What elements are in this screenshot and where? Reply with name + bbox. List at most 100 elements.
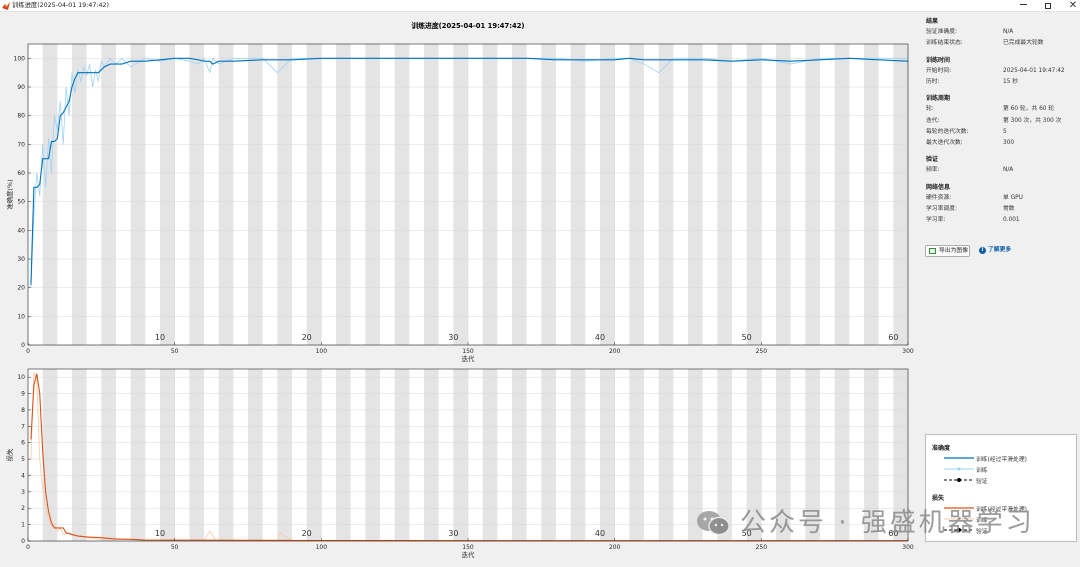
legend-accuracy-smoothed-sample xyxy=(944,457,974,459)
y-tick-label: 30 xyxy=(17,256,25,263)
y-tick-label: 3 xyxy=(21,489,25,496)
epoch-band xyxy=(424,44,439,345)
window-title: 训练进度(2025-04-01 19:47:42) xyxy=(12,2,109,9)
info-value: 5 xyxy=(1003,128,1007,135)
epoch-band xyxy=(512,44,527,345)
info-value: 300 xyxy=(1003,139,1015,146)
info-value: 单 GPU xyxy=(1003,194,1023,201)
info-key: 硬件资源: xyxy=(926,194,952,201)
epoch-band xyxy=(893,44,908,345)
window-titlebar: 训练进度(2025-04-01 19:47:42) ✕ xyxy=(0,0,1080,12)
epoch-band xyxy=(834,369,850,541)
info-value: N/A xyxy=(1003,167,1014,174)
x-tick-label: 300 xyxy=(902,544,914,551)
info-row: 每轮的迭代次数: 5 xyxy=(926,127,1076,138)
legend-loss-smoothed-sample xyxy=(944,507,974,509)
series-line-raw xyxy=(30,371,908,542)
legend-accuracy-validation: 验证 xyxy=(976,479,988,485)
y-tick-label: 8 xyxy=(21,407,25,414)
x-tick-label: 300 xyxy=(902,348,914,355)
export-image-icon xyxy=(929,248,936,254)
info-key: 开始时间: xyxy=(926,67,952,74)
info-section-title: 训练周期 xyxy=(926,95,951,103)
y-tick-label: 0 xyxy=(21,342,25,349)
y-tick-label: 90 xyxy=(17,84,25,91)
x-tick-label: 0 xyxy=(26,348,30,355)
maximize-button[interactable] xyxy=(1036,0,1060,12)
epoch-band xyxy=(864,369,879,541)
epoch-band xyxy=(72,44,87,345)
epoch-band xyxy=(306,369,322,541)
epoch-band xyxy=(189,44,204,345)
epoch-band xyxy=(189,369,204,541)
training-info-panel: 结果 验证准确度: N/A 训练结束状态: 已完成最大轮数 训练时间 开始时间: 2025-0… xyxy=(926,16,1076,226)
series-line-smoothed xyxy=(30,373,908,542)
minimize-icon xyxy=(1019,4,1027,5)
epoch-band xyxy=(570,44,586,345)
info-value: 常数 xyxy=(1003,205,1015,212)
legend-loss-train: 训练 xyxy=(976,518,988,524)
epoch-band xyxy=(746,44,762,345)
info-row: 训练结束状态: 已完成最大轮数 xyxy=(926,38,1076,49)
info-key: 学习率调度: xyxy=(926,205,957,212)
epoch-band xyxy=(453,44,468,345)
epoch-label: 40 xyxy=(595,529,605,538)
epoch-band xyxy=(277,44,292,345)
epoch-label: 30 xyxy=(448,529,458,538)
epoch-band xyxy=(160,369,175,541)
epoch-band xyxy=(746,369,762,541)
info-section-title: 结果 xyxy=(926,18,939,25)
epoch-band xyxy=(629,44,644,345)
y-tick-label: 10 xyxy=(17,313,25,320)
legend-accuracy-smoothed: 训练(经过平滑处理) xyxy=(976,457,1027,463)
info-icon: i xyxy=(979,247,986,254)
info-row: 轮: 第 60 轮，共 60 轮 xyxy=(926,104,1076,115)
legend-accuracy-validation-sample xyxy=(944,478,974,482)
x-axis-label: 迭代 xyxy=(462,550,475,559)
epoch-band xyxy=(130,369,146,541)
info-value: 0.001 xyxy=(1003,217,1020,224)
info-row: 验证准确度: N/A xyxy=(926,27,1076,38)
epoch-band xyxy=(218,44,234,345)
epoch-label: 10 xyxy=(155,333,165,342)
close-button[interactable]: ✕ xyxy=(1061,0,1080,12)
epoch-band xyxy=(482,369,498,541)
y-tick-label: 10 xyxy=(17,374,25,381)
accuracy-plot: 0 10 20 30 40 50 60 70 80 90 100 0 50 100 150 200 250 300… xyxy=(5,21,914,363)
matlab-icon xyxy=(2,2,10,10)
legend-loss-title: 损失 xyxy=(932,495,945,502)
info-row: 最大迭代次数: 300 xyxy=(926,138,1076,149)
y-axis-label: 损失 xyxy=(5,448,14,461)
epoch-band xyxy=(600,44,615,345)
epoch-band xyxy=(336,44,351,345)
legend-loss-validation: 验证 xyxy=(976,529,988,535)
info-value: N/A xyxy=(1003,29,1014,36)
info-value: 2025-04-01 19:47:42 xyxy=(1003,67,1065,74)
y-tick-label: 6 xyxy=(21,440,25,447)
epoch-band xyxy=(805,44,820,345)
legend-accuracy-train: 训练 xyxy=(976,468,988,474)
epoch-band xyxy=(805,369,820,541)
info-row: 学习率: 0.001 xyxy=(926,215,1076,226)
y-tick-label: 2 xyxy=(21,505,25,512)
epoch-band xyxy=(512,369,527,541)
epoch-label: 50 xyxy=(742,529,752,538)
epoch-band xyxy=(424,369,439,541)
epoch-band xyxy=(394,369,410,541)
y-tick-label: 100 xyxy=(14,55,26,62)
x-tick-label: 50 xyxy=(171,544,179,551)
learn-more-link[interactable]: i 了解更多 xyxy=(979,245,1011,257)
export-image-button[interactable]: 导出为图像 xyxy=(925,245,970,257)
epoch-band xyxy=(306,44,322,345)
y-tick-label: 40 xyxy=(17,227,25,234)
y-tick-label: 70 xyxy=(17,141,25,148)
minimize-button[interactable] xyxy=(1011,0,1035,12)
x-tick-label: 200 xyxy=(609,544,621,551)
x-tick-label: 250 xyxy=(756,348,768,355)
info-key: 验证准确度: xyxy=(926,29,957,36)
epoch-band xyxy=(717,369,732,541)
epoch-band xyxy=(218,369,234,541)
info-value: 15 秒 xyxy=(1003,78,1019,85)
epoch-label: 30 xyxy=(448,333,458,342)
